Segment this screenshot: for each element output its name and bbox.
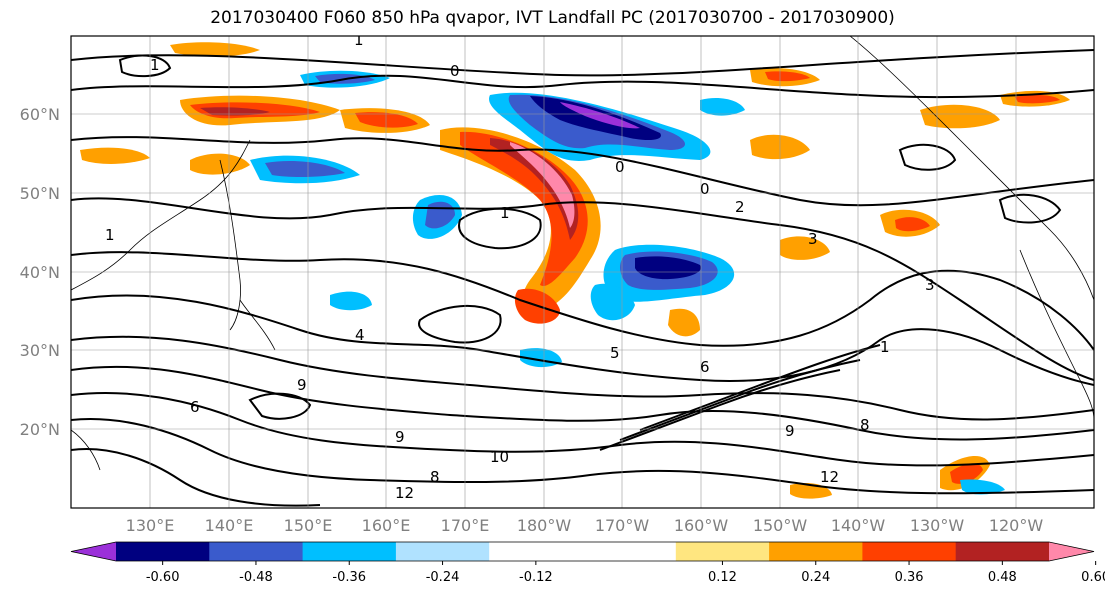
map-content: 0 1 1 1 1 1 0 0 2 3 3 4 5 6 6 9 9 9 10 1… [71, 31, 1094, 508]
lon-label: 130°E [126, 516, 175, 535]
colorbar [70, 541, 1095, 562]
contour-label: 0 [615, 158, 625, 176]
lon-label: 160°E [362, 516, 411, 535]
colorbar-segment [862, 542, 957, 561]
coastlines [71, 36, 1094, 471]
lon-label: 150°E [284, 516, 333, 535]
contour-label: 9 [297, 376, 307, 394]
contour-label: 3 [925, 276, 935, 294]
colorbar-segment [302, 542, 397, 561]
colorbar-segment [116, 542, 210, 561]
lon-axis: 130°E 140°E 150°E 160°E 170°E 180°W 170°… [126, 516, 1044, 535]
contour-label: 5 [610, 344, 620, 362]
lon-label: 130°W [910, 516, 965, 535]
contour-label: 12 [820, 468, 839, 486]
contour-label: 2 [735, 198, 745, 216]
colorbar-tick-label: -0.24 [426, 570, 460, 585]
gridlines [71, 36, 1094, 508]
lon-label: 150°W [753, 516, 808, 535]
lon-label: 170°W [595, 516, 650, 535]
lat-label: 60°N [20, 105, 60, 124]
map-frame [70, 35, 1095, 509]
contour-lines [71, 49, 1094, 507]
lat-label: 50°N [20, 184, 60, 203]
contour-label: 10 [490, 448, 509, 466]
contour-label: 6 [190, 398, 200, 416]
contour-label: 9 [395, 428, 405, 446]
lat-label: 30°N [20, 341, 60, 360]
contour-label: 0 [450, 62, 460, 80]
colorbar-segment [675, 542, 770, 561]
lon-label: 170°E [441, 516, 490, 535]
lat-axis: 60°N 50°N 40°N 30°N 20°N [20, 105, 60, 439]
colorbar-segment [955, 542, 1050, 561]
anomaly-shading [80, 42, 1070, 499]
contour-label: 6 [700, 358, 710, 376]
lon-label: 140°W [831, 516, 886, 535]
contour-label: 1 [880, 338, 890, 356]
colorbar-tick-label: -0.60 [146, 570, 180, 585]
colorbar-tick-label: 0.48 [988, 570, 1017, 585]
contour-label: 8 [430, 468, 440, 486]
colorbar-segment [489, 542, 583, 561]
colorbar-tick-label: -0.36 [332, 570, 366, 585]
lat-label: 20°N [20, 420, 60, 439]
colorbar-segment [209, 542, 304, 561]
colorbar-ticks: -0.60 -0.48 -0.36 -0.24 -0.12 0.12 0.24 0.36 0.4… [146, 561, 1105, 585]
colorbar-tick-label: 0.60 [1081, 570, 1105, 585]
contour-label: 0 [700, 180, 710, 198]
lon-label: 140°E [205, 516, 254, 535]
contour-label: 3 [808, 230, 818, 248]
colorbar-tick-label: 0.24 [801, 570, 830, 585]
contour-label: 4 [355, 326, 365, 344]
lat-label: 40°N [20, 263, 60, 282]
colorbar-outline [70, 541, 1095, 562]
contour-label: 9 [785, 422, 795, 440]
contour-label: 8 [860, 416, 870, 434]
colorbar-segment [769, 542, 863, 561]
colorbar-tick-label: 0.12 [708, 570, 737, 585]
colorbar-extend-max [1049, 542, 1094, 561]
contour-label: 1 [150, 56, 160, 74]
lon-label: 180°W [517, 516, 572, 535]
contour-label: 1 [500, 204, 510, 222]
chart-title: 2017030400 F060 850 hPa qvapor, IVT Land… [210, 8, 895, 28]
colorbar-tick-label: -0.48 [239, 570, 273, 585]
lon-label: 160°W [674, 516, 729, 535]
contour-label: 1 [354, 31, 364, 49]
contour-label: 1 [105, 226, 115, 244]
colorbar-segment [582, 542, 677, 561]
colorbar-tick-label: 0.36 [895, 570, 924, 585]
colorbar-extend-min [71, 542, 116, 561]
contour-label-group: 0 1 1 1 1 1 0 0 2 3 3 4 5 6 6 9 9 9 10 1… [105, 31, 935, 502]
colorbar-segment [395, 542, 490, 561]
colorbar-tick-label: -0.12 [519, 570, 553, 585]
contour-label: 12 [395, 484, 414, 502]
lon-label: 120°W [989, 516, 1044, 535]
